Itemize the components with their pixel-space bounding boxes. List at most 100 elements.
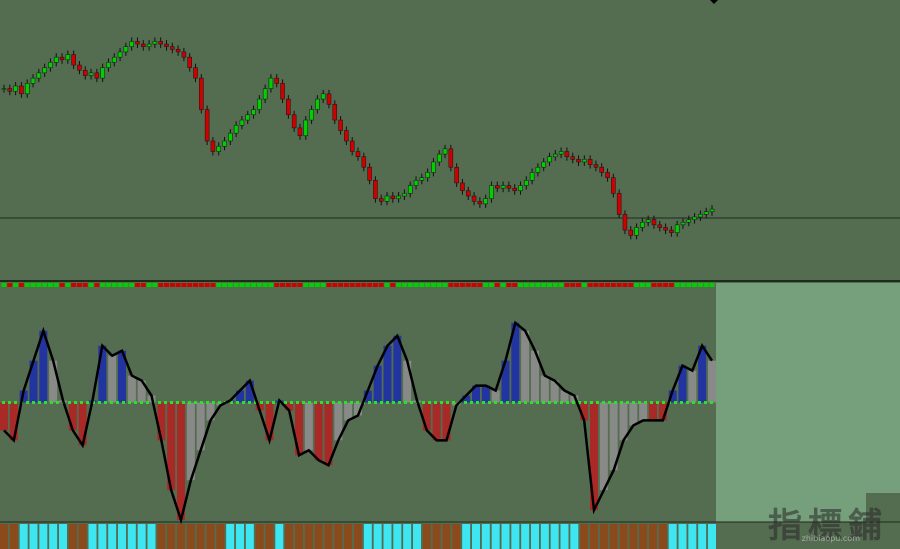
signal-dot — [343, 283, 349, 287]
candle — [106, 62, 111, 68]
zero-dot — [398, 401, 401, 404]
zero-dot — [74, 401, 77, 404]
signal-dot — [251, 283, 257, 287]
histogram-bar — [668, 390, 677, 403]
signal-dot — [140, 283, 146, 287]
zero-dot — [116, 401, 119, 404]
signal-dot — [105, 283, 111, 287]
signal-dot — [372, 283, 378, 287]
candle — [320, 93, 326, 100]
candle — [419, 177, 425, 181]
signal-dot — [245, 283, 251, 287]
candle — [361, 156, 367, 168]
zero-dot — [680, 401, 683, 404]
signal-dot — [326, 283, 332, 287]
signal-dot — [622, 283, 628, 287]
strip-bar — [403, 524, 412, 549]
strip-bar — [137, 524, 146, 549]
zero-dot — [32, 401, 35, 404]
candle — [651, 219, 657, 226]
candle — [599, 166, 604, 173]
zero-dot — [182, 401, 185, 404]
zero-dot — [710, 401, 713, 404]
candle — [146, 43, 152, 47]
signal-dot — [529, 283, 535, 287]
zero-dot — [644, 401, 647, 404]
strip-bar — [314, 524, 323, 549]
candle — [506, 185, 512, 189]
candle — [582, 159, 587, 163]
signal-dot — [291, 283, 297, 287]
blank-area — [866, 283, 900, 493]
zero-dot — [374, 401, 377, 404]
candle — [65, 54, 71, 61]
histogram-bar — [560, 390, 569, 403]
strip-bar — [167, 524, 176, 549]
signal-dot — [204, 283, 210, 287]
strip-bar — [619, 524, 628, 549]
candle — [518, 185, 523, 192]
strip-bar — [413, 524, 421, 549]
zero-dot — [704, 401, 707, 404]
zero-dot — [98, 401, 101, 404]
signal-dot — [547, 283, 553, 287]
zero-dot — [338, 401, 341, 404]
signal-dot — [88, 283, 94, 287]
histogram-bar — [462, 395, 471, 403]
candle — [396, 195, 401, 199]
signal-dot — [239, 283, 245, 287]
zero-dot — [464, 401, 467, 404]
signal-dot — [355, 283, 361, 287]
candle — [210, 140, 216, 152]
zero-dot — [86, 401, 89, 404]
strip-bar — [708, 524, 716, 549]
candle — [483, 198, 488, 205]
signal-dot — [187, 283, 193, 287]
candle — [454, 166, 459, 184]
zero-dot — [542, 401, 545, 404]
zero-dot — [578, 401, 581, 404]
zero-dot — [422, 401, 425, 404]
strip-bar — [108, 524, 117, 549]
candle — [309, 109, 314, 121]
histogram-bar — [177, 402, 185, 521]
zero-dot — [560, 401, 563, 404]
candle — [489, 185, 494, 199]
zero-dot — [650, 401, 653, 404]
histogram-bar — [639, 402, 648, 421]
candle — [187, 56, 192, 68]
strip-bar — [462, 524, 471, 549]
signal-dot — [111, 283, 117, 287]
candle — [593, 164, 599, 168]
zero-dot — [50, 401, 53, 404]
zero-dot — [404, 401, 407, 404]
zero-dot — [206, 401, 209, 404]
histogram-bar — [265, 402, 274, 441]
strip-bar — [0, 524, 8, 549]
candle — [59, 56, 65, 61]
histogram-bar — [304, 402, 313, 451]
zero-dot — [92, 401, 95, 404]
zero-dot — [602, 401, 605, 404]
strip-bar — [354, 524, 362, 549]
histogram-bar — [363, 390, 372, 403]
zero-dot — [248, 401, 251, 404]
strip-bar — [521, 524, 530, 549]
candle — [77, 64, 82, 71]
signal-dot — [181, 283, 187, 287]
signal-dot — [703, 283, 709, 287]
signal-dot — [436, 283, 442, 287]
strip-bar — [265, 524, 274, 549]
histogram-bar — [108, 355, 117, 403]
candle — [123, 46, 129, 53]
candle — [616, 193, 622, 215]
signal-dot — [30, 283, 36, 287]
strip-bar — [550, 524, 559, 549]
zero-dot — [638, 401, 641, 404]
candle — [297, 127, 303, 137]
candle — [303, 119, 309, 137]
zero-dot — [170, 401, 173, 404]
zero-dot — [632, 401, 635, 404]
signal-dot — [657, 283, 663, 287]
zero-dot — [674, 401, 677, 404]
